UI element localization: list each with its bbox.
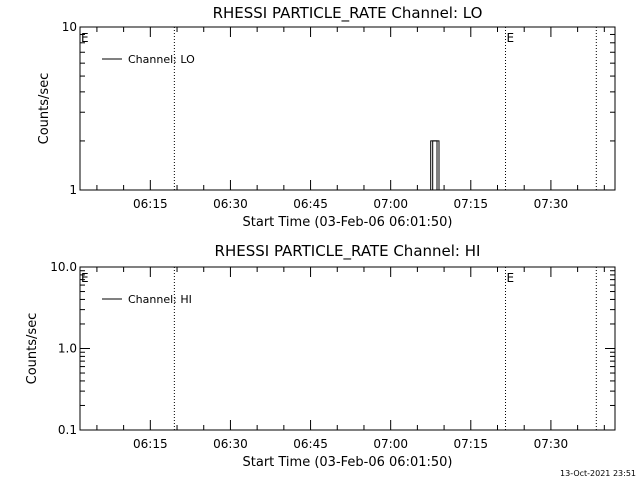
x-tick-label: 06:30	[213, 437, 248, 451]
event-marker-label: E	[507, 31, 515, 45]
x-tick-label: 06:30	[213, 197, 248, 211]
x-tick-label: 06:15	[133, 437, 168, 451]
x-tick-label: 06:45	[293, 197, 328, 211]
y-tick-label: 10.0	[50, 260, 77, 274]
y-axis-label: Counts/sec	[37, 73, 52, 145]
chart-title: RHESSI PARTICLE_RATE Channel: LO	[213, 4, 483, 23]
plot-frame	[79, 266, 616, 431]
event-marker-label: E	[81, 271, 89, 285]
y-tick-label: 0.1	[58, 423, 77, 437]
x-tick-label: 07:30	[534, 437, 569, 451]
y-axis-label: Counts/sec	[25, 313, 40, 385]
plot-frame	[79, 26, 616, 191]
x-tick-label: 07:00	[373, 197, 408, 211]
chart-hi-channel: RHESSI PARTICLE_RATE Channel: HI Start Ti…	[25, 242, 616, 470]
x-tick-label: 07:15	[453, 437, 488, 451]
x-tick-label: 06:15	[133, 197, 168, 211]
series-line	[430, 140, 438, 190]
x-tick-label: 07:30	[534, 197, 569, 211]
legend-entry: Channel: LO	[128, 53, 195, 66]
footer-timestamp: 13-Oct-2021 23:51	[560, 469, 636, 478]
x-axis-label: Start Time (03-Feb-06 06:01:50)	[243, 215, 453, 230]
chart-title: RHESSI PARTICLE_RATE Channel: HI	[215, 242, 481, 261]
legend-entry: Channel: HI	[128, 293, 192, 306]
event-marker-label: E	[507, 271, 515, 285]
y-tick-label: 10	[62, 20, 77, 34]
chart-lo-channel: RHESSI PARTICLE_RATE Channel: LO Start Ti…	[37, 4, 616, 230]
y-tick-label: 1	[69, 183, 77, 197]
y-tick-label: 1.0	[58, 342, 77, 356]
event-marker-label: E	[81, 31, 89, 45]
x-axis-label: Start Time (03-Feb-06 06:01:50)	[243, 455, 453, 470]
series-line	[432, 140, 440, 190]
x-tick-label: 06:45	[293, 437, 328, 451]
x-tick-label: 07:15	[453, 197, 488, 211]
x-tick-label: 07:00	[373, 437, 408, 451]
